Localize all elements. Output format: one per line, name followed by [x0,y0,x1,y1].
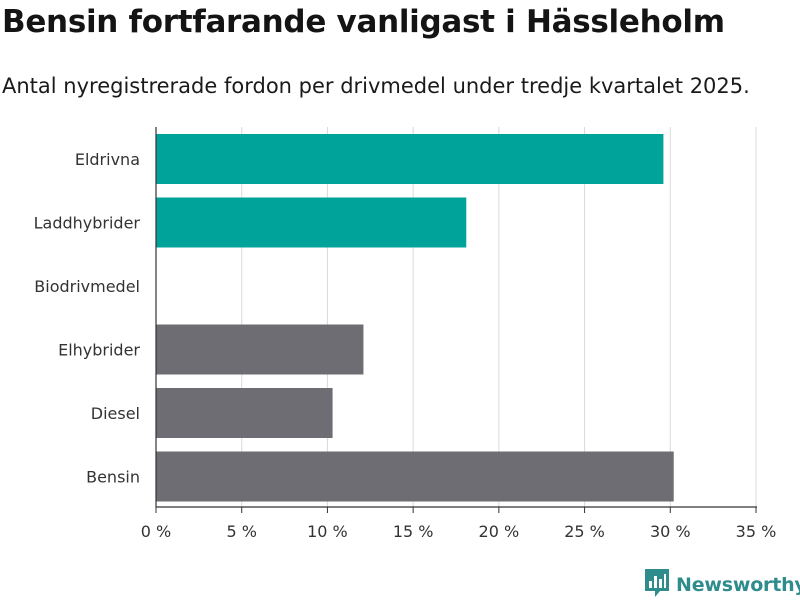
bar-bensin [156,451,674,502]
newsworthy-logo: Newsworthy [644,568,800,602]
bar-laddhybrider [156,197,467,248]
bar-eldrivna [156,134,664,184]
x-tick-label: 5 % [226,522,256,541]
x-tick-label: 0 % [141,522,171,541]
category-label: Elhybrider [58,341,140,360]
chart-subtitle: Antal nyregistrerade fordon per drivmede… [2,74,750,98]
bar-diesel [156,388,333,438]
bars [156,134,674,502]
axes [155,127,757,513]
x-tick-label: 30 % [650,522,691,541]
x-tick-label: 35 % [736,522,777,541]
tick-labels: 0 % 5 % 10 % 15 % 20 % 25 % 30 % 35 % [141,522,777,541]
category-label: Laddhybrider [34,214,141,233]
x-tick-label: 15 % [393,522,434,541]
category-label: Biodrivmedel [34,277,140,296]
newsworthy-logo-text: Newsworthy [676,574,800,596]
gridlines [241,127,757,507]
x-tick-label: 10 % [307,522,348,541]
category-label: Eldrivna [75,150,140,169]
category-label: Diesel [91,404,140,423]
newsworthy-logo-icon [644,568,670,602]
chart-title: Bensin fortfarande vanligast i Hässlehol… [2,4,725,40]
x-tick-label: 20 % [479,522,520,541]
category-labels: Eldrivna Laddhybrider Biodrivmedel Elhybrid… [34,150,141,487]
bar-elhybrider [156,324,364,375]
category-label: Bensin [86,468,140,487]
x-tick-label: 25 % [564,522,605,541]
